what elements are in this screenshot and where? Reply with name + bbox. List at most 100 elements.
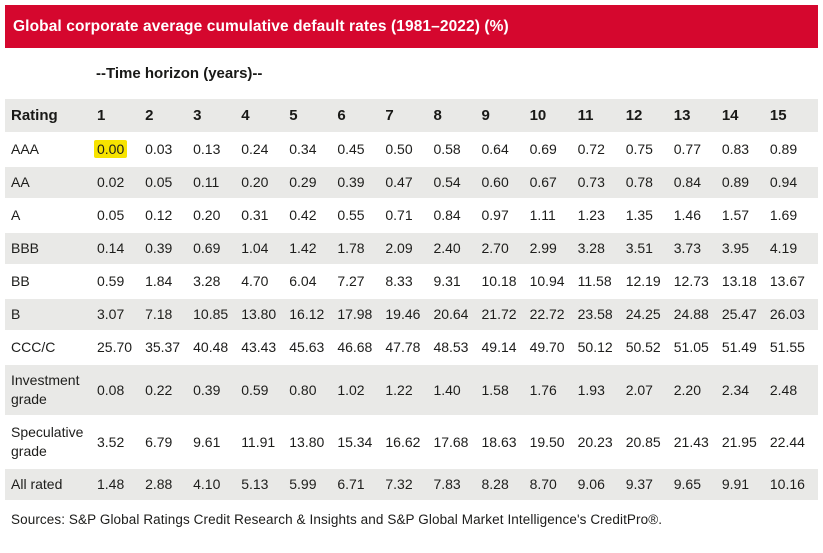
value-cell: 0.39 [337,167,386,198]
title-banner: Global corporate average cumulative defa… [5,5,818,48]
value-cell: 50.12 [577,339,613,355]
value-cell: 17.68 [433,433,469,450]
value-cell: 6.71 [337,469,386,500]
value-cell: 0.71 [385,207,413,223]
value-cell: 0.58 [433,141,461,157]
value-cell: 0.89 [721,167,770,198]
value-cell: 45.63 [289,339,325,355]
value-cell: 0.11 [193,167,242,198]
value-cell: 49.70 [529,339,565,355]
value-cell: 13.80 [241,299,290,330]
value-cell: 3.07 [97,299,146,330]
value-cell: 20.23 [577,433,613,450]
value-cell: 7.27 [337,273,365,289]
value-cell: 19.46 [385,299,434,330]
value-cell: 21.43 [673,433,709,450]
value-cell: 1.04 [241,233,290,264]
value-cell: 6.04 [289,273,317,289]
value-cell: 4.70 [241,273,269,289]
value-cell: 1.58 [481,365,530,415]
value-cell: 0.47 [385,167,434,198]
value-cell: 0.14 [97,233,146,264]
value-cell: 11.91 [241,433,276,450]
value-cell: 4.19 [769,233,818,264]
rating-label: All rated [5,469,97,500]
rating-label: CCC/C [11,339,56,355]
value-cell: 0.69 [529,141,557,157]
rating-label: AA [5,167,97,198]
value-cell: 16.12 [289,299,338,330]
value-cell: 0.72 [577,141,605,157]
value-cell: 0.80 [289,365,338,415]
value-cell: 0.55 [337,207,365,223]
default-rates-figure: Global corporate average cumulative defa… [5,5,818,527]
value-cell: 2.99 [529,233,578,264]
value-cell: 0.08 [97,365,146,415]
value-cell: 12.19 [625,273,661,289]
value-cell: 4.10 [193,469,242,500]
value-cell: 1.40 [433,365,482,415]
value-cell: 2.70 [481,233,530,264]
value-cell: 10.85 [193,299,242,330]
value-cell: 51.49 [721,339,757,355]
value-cell: 0.03 [145,141,173,157]
table-row: B 3.07 7.18 10.85 13.80 16.12 17.98 19.46 20.64 2… [5,299,818,330]
value-cell: 2.09 [385,233,434,264]
value-cell: 9.37 [625,469,674,500]
value-cell: 0.20 [241,167,290,198]
table-row: Speculative grade 3.52 6.79 9.61 11.91 13.80 1… [5,417,818,467]
value-cell: 3.73 [673,233,722,264]
year-column-header: 15 [769,99,818,132]
year-column-header: 9 [481,99,530,132]
value-cell: 1.46 [673,207,701,223]
year-column-header: 4 [241,99,290,132]
value-cell: 21.72 [481,299,530,330]
value-cell: 1.57 [721,207,750,223]
value-cell: 25.70 [97,339,133,355]
value-cell: 3.95 [721,233,770,264]
rating-label: Speculative grade [11,424,84,459]
value-cell: 21.95 [721,433,757,450]
value-cell: 8.28 [481,469,530,500]
value-cell: 1.69 [769,207,798,223]
value-cell: 9.65 [673,469,722,500]
value-cell: 50.52 [625,339,661,355]
value-cell: 13.80 [289,433,325,450]
rating-label: BBB [5,233,97,264]
value-cell: 17.98 [337,299,386,330]
table-row: BBB 0.14 0.39 0.69 1.04 1.42 1.78 2.09 2.40 2.70 2… [5,233,818,264]
value-cell: 20.64 [433,299,482,330]
value-cell: 47.78 [385,339,421,355]
value-cell: 0.64 [481,141,509,157]
value-cell: 8.33 [385,273,413,289]
value-cell: 0.83 [721,141,750,157]
value-cell: 2.48 [769,365,818,415]
value-cell: 0.69 [193,233,242,264]
value-cell: 1.76 [529,365,578,415]
table-body: AAA 0.00 0.03 0.13 0.24 0.34 0.45 0.50 0.58 0.64 0… [5,134,818,500]
value-cell: 0.84 [433,207,461,223]
value-cell: 9.61 [193,433,221,450]
value-cell: 51.05 [673,339,709,355]
value-cell: 0.75 [625,141,653,157]
value-cell: 0.59 [241,365,290,415]
value-cell: 0.78 [625,167,674,198]
time-horizon-label: --Time horizon (years)-- [96,65,263,82]
value-cell: 0.13 [193,141,221,157]
value-cell: 5.99 [289,469,338,500]
value-cell: 0.59 [97,273,125,289]
highlighted-value: 0.00 [94,140,128,158]
value-cell: 0.20 [193,207,221,223]
value-cell: 0.39 [145,233,194,264]
value-cell: 19.50 [529,433,565,450]
value-cell: 0.54 [433,167,482,198]
value-cell: 1.23 [577,207,605,223]
value-cell: 2.88 [145,469,194,500]
value-cell: 16.62 [385,433,421,450]
value-cell: 46.68 [337,339,373,355]
value-cell: 0.00 [94,134,145,165]
value-cell: 22.44 [769,433,805,450]
value-cell: 18.63 [481,433,517,450]
year-column-header: 2 [145,99,194,132]
value-cell: 0.84 [673,167,722,198]
